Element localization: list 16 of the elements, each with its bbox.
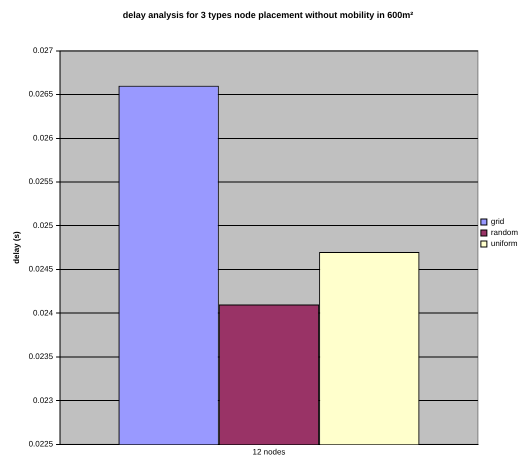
legend-label: random bbox=[490, 228, 518, 238]
y-axis-title: delay (s) bbox=[12, 231, 22, 264]
y-tick-label: 0.0265 bbox=[28, 90, 54, 99]
legend-label: grid bbox=[490, 217, 504, 226]
chart-title: delay analysis for 3 types node placement without mobility in 600m² bbox=[122, 10, 414, 20]
y-tick-label: 0.0235 bbox=[28, 352, 54, 362]
y-tick-label: 0.023 bbox=[33, 396, 54, 405]
legend-label: uniform bbox=[490, 239, 518, 248]
y-tick-label: 0.024 bbox=[33, 308, 54, 318]
y-tick-label: 0.026 bbox=[33, 133, 54, 142]
y-tick-label: 0.0225 bbox=[28, 440, 54, 449]
y-tick-label: 0.0245 bbox=[28, 264, 54, 274]
x-tick-label: 12 nodes bbox=[252, 447, 286, 456]
y-tick-label: 0.025 bbox=[33, 220, 54, 230]
y-tick-label: 0.027 bbox=[33, 46, 54, 56]
y-tick-label: 0.0255 bbox=[28, 177, 54, 186]
